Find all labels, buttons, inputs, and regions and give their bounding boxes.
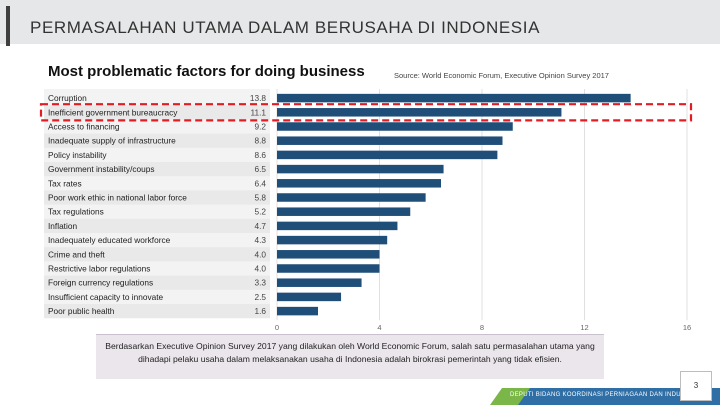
bar <box>277 193 426 202</box>
category-label: Insufficient capacity to innovate <box>48 292 164 302</box>
category-label: Tax regulations <box>48 207 104 217</box>
bar <box>277 122 513 131</box>
bar <box>277 108 562 117</box>
bar <box>277 221 398 231</box>
x-tick-label: 0 <box>275 323 279 332</box>
caption-box: Berdasarkan Executive Opinion Survey 201… <box>96 334 604 379</box>
highlight-box <box>39 103 693 122</box>
bar <box>277 278 362 287</box>
category-label: Corruption <box>48 93 87 103</box>
row-stripe <box>44 133 270 148</box>
row-stripe <box>44 105 270 120</box>
value-label: 6.5 <box>254 164 266 174</box>
row-stripe <box>44 247 270 262</box>
header-band <box>0 0 720 44</box>
category-label: Crime and theft <box>48 249 105 259</box>
bar <box>277 235 388 245</box>
bar <box>277 93 631 103</box>
bar <box>277 306 318 316</box>
footer-accent <box>490 388 530 405</box>
slide-title: PERMASALAHAN UTAMA DALAM BERUSAHA DI IND… <box>30 18 541 37</box>
category-label: Inadequate supply of infrastructure <box>48 136 176 146</box>
category-label: Inadequately educated workforce <box>48 235 171 245</box>
header-accent-bar <box>6 6 10 46</box>
category-label: Restrictive labor regulations <box>48 264 150 274</box>
row-stripe <box>44 162 270 177</box>
x-tick-label: 12 <box>580 323 588 332</box>
bar <box>277 292 342 302</box>
category-label: Policy instability <box>48 150 107 160</box>
value-label: 3.3 <box>254 278 266 288</box>
bar <box>277 150 498 160</box>
bar <box>277 136 503 145</box>
bar <box>277 250 380 259</box>
bar <box>277 179 441 188</box>
value-label: 9.2 <box>254 122 266 132</box>
value-label: 4.0 <box>254 264 266 274</box>
category-label: Inflation <box>48 221 77 231</box>
category-label: Access to financing <box>48 122 120 132</box>
chart-source: Source: World Economic Forum, Executive … <box>394 71 609 80</box>
row-stripe <box>44 190 270 205</box>
value-label: 4.7 <box>254 221 266 231</box>
footer-bar <box>500 388 720 405</box>
row-stripe <box>44 275 270 290</box>
category-label: Government instability/coups <box>48 164 155 174</box>
caption-text: Berdasarkan Executive Opinion Survey 201… <box>105 341 595 364</box>
value-label: 4.0 <box>254 249 266 259</box>
value-label: 11.1 <box>250 107 266 117</box>
x-tick-label: 4 <box>377 323 381 332</box>
category-label: Tax rates <box>48 178 82 188</box>
value-label: 8.8 <box>254 136 266 146</box>
value-label: 5.2 <box>254 207 266 217</box>
x-tick-label: 8 <box>480 323 484 332</box>
value-label: 4.3 <box>254 235 266 245</box>
value-label: 6.4 <box>254 178 266 188</box>
row-stripe <box>44 218 270 233</box>
value-label: 13.8 <box>250 93 267 103</box>
value-label: 1.6 <box>254 306 266 316</box>
chart-title: Most problematic factors for doing busin… <box>48 63 365 80</box>
category-label: Poor public health <box>48 306 115 316</box>
category-label: Inefficient government bureaucracy <box>48 107 178 117</box>
page-number: 3 <box>680 371 712 401</box>
footer-text: DEPUTI BIDANG KOORDINASI PERNIAGAAN DAN … <box>510 392 696 398</box>
x-tick-label: 16 <box>683 323 691 332</box>
bar <box>277 264 380 273</box>
value-label: 2.5 <box>254 292 266 302</box>
category-label: Foreign currency regulations <box>48 278 153 288</box>
value-label: 5.8 <box>254 193 266 203</box>
category-label: Poor work ethic in national labor force <box>48 193 187 203</box>
row-stripe <box>44 304 270 319</box>
footer-banner: DEPUTI BIDANG KOORDINASI PERNIAGAAN DAN … <box>490 388 720 405</box>
bar <box>277 164 444 174</box>
bar <box>277 207 411 216</box>
value-label: 8.6 <box>254 150 266 160</box>
